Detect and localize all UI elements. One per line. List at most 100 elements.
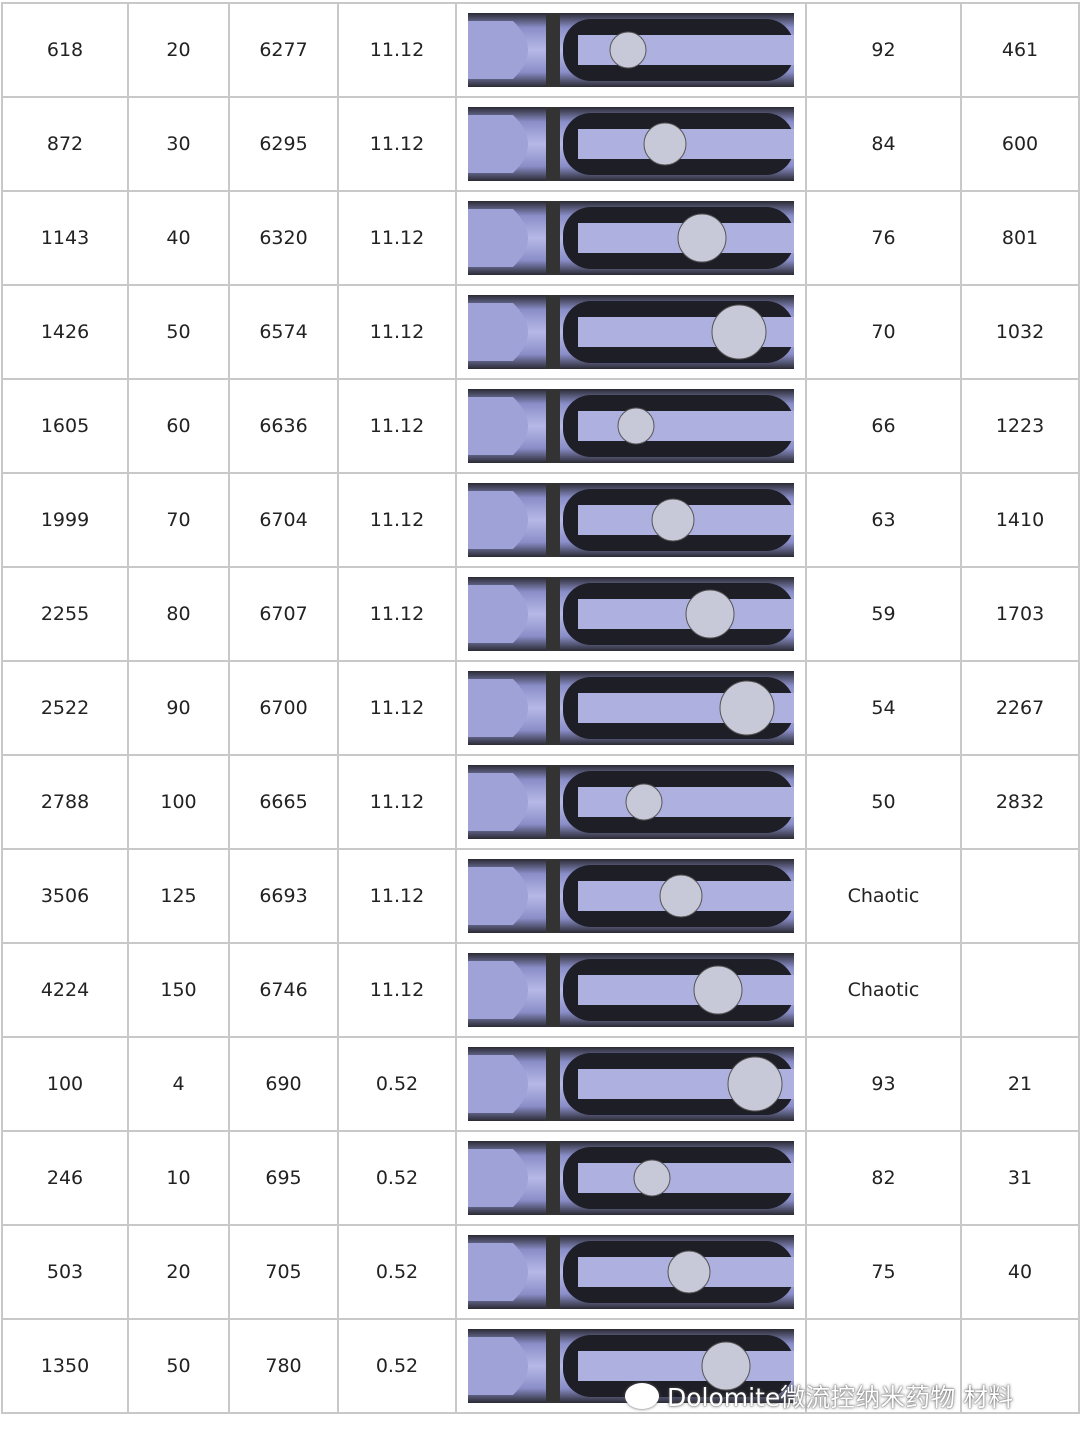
table-row: 2522 90 6700 11.12 54 2267 xyxy=(1,660,1080,756)
table-cell: 11.12 xyxy=(337,96,457,192)
table-cell: 3506 xyxy=(1,848,129,944)
droplet xyxy=(727,1056,783,1112)
channel-image xyxy=(468,295,794,369)
table-cell: 690 xyxy=(228,1036,339,1132)
channel-image xyxy=(468,1141,794,1215)
table-cell: 1350 xyxy=(1,1318,129,1414)
table-cell: 4 xyxy=(127,1036,230,1132)
table-cell: 150 xyxy=(127,942,230,1038)
inlet xyxy=(468,397,528,455)
table-cell: 76 xyxy=(805,190,962,286)
junction xyxy=(546,1047,560,1121)
image-cell xyxy=(455,190,807,286)
table-cell: 125 xyxy=(127,848,230,944)
image-cell xyxy=(455,96,807,192)
table-cell: 50 xyxy=(127,1318,230,1414)
droplet xyxy=(633,1159,671,1197)
image-cell xyxy=(455,1130,807,1226)
junction xyxy=(546,577,560,651)
image-cell xyxy=(455,1224,807,1320)
table-cell: 93 xyxy=(805,1036,962,1132)
table-row: 1143 40 6320 11.12 76 801 xyxy=(1,190,1080,286)
channel xyxy=(578,787,794,817)
table-cell: 11.12 xyxy=(337,566,457,662)
channel xyxy=(578,975,794,1005)
table-cell: 6295 xyxy=(228,96,339,192)
inlet xyxy=(468,491,528,549)
table-cell: 11.12 xyxy=(337,848,457,944)
channel-image xyxy=(468,1329,794,1403)
junction xyxy=(546,13,560,87)
table-cell: 70 xyxy=(127,472,230,568)
image-cell xyxy=(455,660,807,756)
junction xyxy=(546,953,560,1027)
table-cell: 1999 xyxy=(1,472,129,568)
watermark: Dolomite微流控纳米药物 材料 xyxy=(625,1378,1013,1414)
junction xyxy=(546,201,560,275)
droplet xyxy=(659,874,703,918)
table-cell: 11.12 xyxy=(337,378,457,474)
table-cell: 6693 xyxy=(228,848,339,944)
table-cell: 1605 xyxy=(1,378,129,474)
channel-image xyxy=(468,671,794,745)
droplet xyxy=(625,783,663,821)
droplet xyxy=(667,1250,711,1294)
table-cell: 30 xyxy=(127,96,230,192)
table-cell: 11.12 xyxy=(337,942,457,1038)
table-cell: 66 xyxy=(805,378,962,474)
image-cell xyxy=(455,2,807,98)
table-cell: 1410 xyxy=(960,472,1080,568)
table-cell: 1703 xyxy=(960,566,1080,662)
table-cell: 461 xyxy=(960,2,1080,98)
junction xyxy=(546,483,560,557)
table-cell: 1426 xyxy=(1,284,129,380)
table-cell: 90 xyxy=(127,660,230,756)
table-cell: 801 xyxy=(960,190,1080,286)
table-cell: 20 xyxy=(127,2,230,98)
table-cell: 11.12 xyxy=(337,190,457,286)
table-cell: 10 xyxy=(127,1130,230,1226)
table-row: 1999 70 6704 11.12 63 1410 xyxy=(1,472,1080,568)
image-cell xyxy=(455,566,807,662)
table-cell: 60 xyxy=(127,378,230,474)
table-cell: 1143 xyxy=(1,190,129,286)
droplet xyxy=(617,407,655,445)
image-cell xyxy=(455,848,807,944)
table-row: 618 20 6277 11.12 92 461 xyxy=(1,2,1080,98)
channel-image xyxy=(468,953,794,1027)
table-cell: 11.12 xyxy=(337,284,457,380)
table-cell: 2255 xyxy=(1,566,129,662)
table-row: 872 30 6295 11.12 84 600 xyxy=(1,96,1080,192)
table-cell: 40 xyxy=(960,1224,1080,1320)
inlet xyxy=(468,1337,528,1395)
droplet xyxy=(711,304,767,360)
channel xyxy=(578,411,794,441)
channel xyxy=(578,1351,794,1381)
table-cell: 2788 xyxy=(1,754,129,850)
table-cell: 6665 xyxy=(228,754,339,850)
table-cell: 84 xyxy=(805,96,962,192)
table-cell: 600 xyxy=(960,96,1080,192)
image-cell xyxy=(455,378,807,474)
inlet xyxy=(468,961,528,1019)
droplet xyxy=(693,965,743,1015)
image-cell xyxy=(455,754,807,850)
table-cell: 780 xyxy=(228,1318,339,1414)
table-cell: 2267 xyxy=(960,660,1080,756)
junction xyxy=(546,765,560,839)
channel-image xyxy=(468,107,794,181)
channel-image xyxy=(468,389,794,463)
table-row: 100 4 690 0.52 93 21 xyxy=(1,1036,1080,1132)
table-cell: 705 xyxy=(228,1224,339,1320)
table-cell: 2832 xyxy=(960,754,1080,850)
table-cell: 6320 xyxy=(228,190,339,286)
junction xyxy=(546,1235,560,1309)
junction xyxy=(546,1141,560,1215)
table-cell: 75 xyxy=(805,1224,962,1320)
channel-image xyxy=(468,483,794,557)
table-cell: 11.12 xyxy=(337,660,457,756)
table-cell: 6704 xyxy=(228,472,339,568)
table-cell: 11.12 xyxy=(337,472,457,568)
channel-image xyxy=(468,1047,794,1121)
